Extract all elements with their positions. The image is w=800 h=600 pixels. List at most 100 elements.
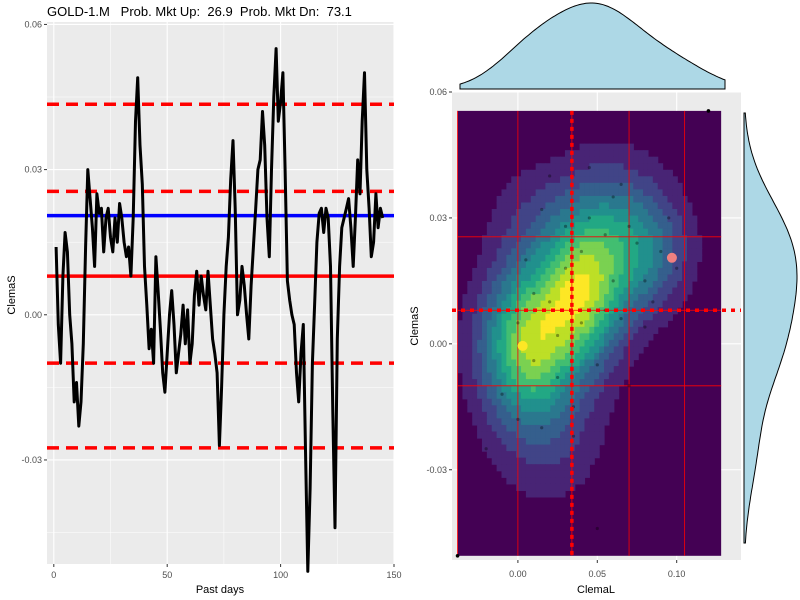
- density-cell: [555, 385, 561, 393]
- density-cell: [496, 405, 503, 413]
- density-cell: [633, 333, 639, 341]
- density-cell: [633, 235, 639, 243]
- density-cell: [540, 477, 547, 485]
- density-cell: [540, 346, 547, 354]
- density-cell: [555, 352, 561, 361]
- density-cell: [608, 261, 615, 269]
- density-cell: [555, 320, 561, 328]
- density-cell: [579, 209, 586, 217]
- density-cell: [594, 202, 600, 210]
- density-cell: [613, 379, 620, 387]
- density-cell: [599, 366, 605, 374]
- density-cell: [618, 333, 625, 341]
- density-cell: [506, 470, 512, 478]
- density-cell: [491, 457, 498, 465]
- density-cell: [516, 444, 522, 452]
- density-cell: [491, 313, 498, 321]
- density-cell: [555, 248, 561, 256]
- density-cell: [589, 300, 595, 308]
- density-cell: [521, 300, 527, 308]
- density-cell: [599, 150, 605, 158]
- density-cell: [540, 241, 547, 249]
- density-cell: [550, 169, 556, 177]
- density-cell: [677, 235, 683, 243]
- density-cell: [516, 464, 522, 472]
- density-cell: [555, 313, 561, 321]
- density-cell: [525, 313, 532, 321]
- density-cell: [633, 150, 639, 158]
- density-cell: [657, 274, 664, 282]
- density-cell: [613, 281, 620, 289]
- density-cell: [599, 424, 605, 433]
- density-cell: [574, 235, 581, 243]
- density-cell: [511, 477, 517, 485]
- density-cell: [521, 209, 527, 217]
- density-cell: [560, 457, 566, 465]
- density-cell: [481, 411, 488, 419]
- density-cell: [481, 398, 488, 406]
- density-cell: [638, 228, 644, 236]
- scatter-point: [516, 417, 520, 421]
- density-cell: [633, 313, 639, 321]
- density-cell: [501, 470, 507, 478]
- density-cell: [491, 405, 498, 413]
- density-cell: [525, 490, 532, 498]
- density-cell: [540, 444, 547, 452]
- density-cell: [662, 294, 669, 302]
- density-cell: [691, 248, 698, 256]
- density-cell: [628, 182, 634, 190]
- density-cell: [662, 254, 669, 262]
- density-cell: [535, 451, 542, 459]
- density-cell: [564, 372, 571, 380]
- density-cell: [574, 431, 581, 439]
- density-cell: [618, 156, 625, 164]
- scatter-point: [611, 195, 615, 199]
- density-cell: [555, 281, 561, 289]
- density-cell: [560, 431, 566, 439]
- density-cell: [550, 176, 556, 184]
- density-cell: [486, 222, 493, 230]
- density-cell: [618, 261, 625, 269]
- density-cell: [530, 300, 537, 308]
- density-cell: [550, 392, 556, 400]
- density-cell: [643, 202, 649, 210]
- density-cell: [521, 464, 527, 472]
- density-cell: [564, 254, 571, 262]
- density-cell: [560, 372, 566, 380]
- density-cell: [579, 424, 586, 433]
- density-cell: [604, 281, 610, 289]
- density-cell: [462, 379, 468, 387]
- density-cell: [579, 294, 586, 302]
- density-cell: [555, 379, 561, 387]
- density-cell: [652, 307, 659, 315]
- density-cell: [550, 372, 556, 380]
- density-cell: [550, 274, 556, 282]
- density-cell: [506, 424, 512, 433]
- density-cell: [574, 156, 581, 164]
- density-cell: [589, 385, 595, 393]
- density-cell: [618, 274, 625, 282]
- density-cell: [623, 163, 629, 171]
- density-cell: [579, 352, 586, 361]
- density-cell: [545, 457, 551, 465]
- density-cell: [652, 195, 659, 204]
- density-cell: [501, 307, 507, 315]
- density-cell: [579, 261, 586, 269]
- density-cell: [540, 333, 547, 341]
- density-cell: [477, 254, 483, 262]
- density-cell: [545, 438, 551, 446]
- density-cell: [560, 464, 566, 472]
- density-cell: [511, 333, 517, 341]
- density-cell: [560, 202, 566, 210]
- density-cell: [496, 313, 503, 321]
- density-cell: [594, 176, 600, 184]
- density-cell: [525, 307, 532, 315]
- density-cell: [486, 267, 493, 276]
- density-cell: [560, 339, 566, 348]
- density-cell: [535, 490, 542, 498]
- density-cell: [638, 222, 644, 230]
- density-cell: [511, 300, 517, 308]
- density-cell: [555, 366, 561, 374]
- density-cell: [594, 398, 600, 406]
- density-cell: [662, 320, 669, 328]
